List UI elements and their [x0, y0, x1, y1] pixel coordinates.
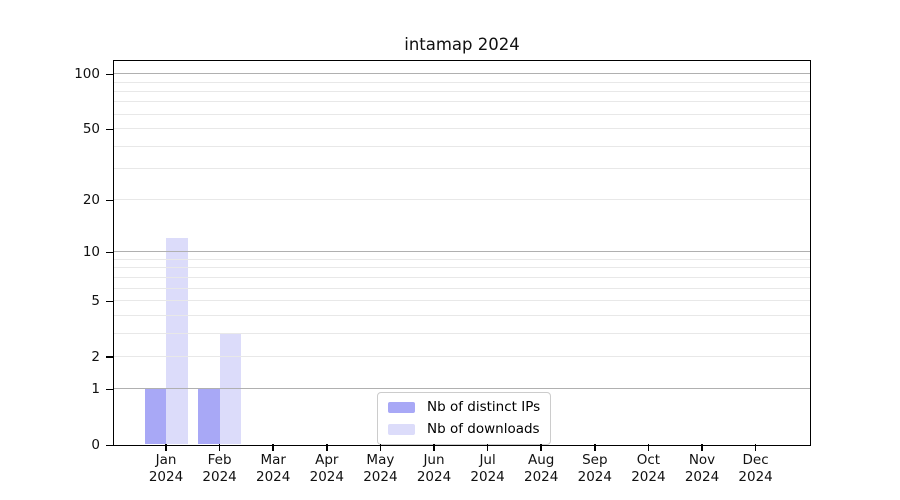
y-tick-mark [106, 356, 113, 358]
x-tick-year: 2024 [256, 468, 291, 485]
gridline-minor [114, 258, 810, 260]
y-tick-mark [106, 73, 113, 76]
x-tick-label: Oct 2024 [616, 452, 680, 485]
gridline-minor [114, 276, 810, 278]
x-tick-label: May 2024 [348, 452, 412, 485]
x-tick-label: Jun 2024 [402, 452, 466, 485]
x-tick-month: Apr [315, 452, 339, 468]
x-tick-year: 2024 [309, 468, 344, 485]
x-tick-month: Feb [207, 452, 232, 468]
gridline-major [114, 250, 810, 253]
x-tick-year: 2024 [470, 468, 505, 485]
x-tick-mark [379, 444, 382, 451]
y-tick-mark [106, 199, 113, 202]
x-tick-month: Dec [742, 452, 769, 468]
y-tick-mark [106, 300, 113, 303]
gridline-minor [114, 267, 810, 269]
gridline-minor [114, 314, 810, 316]
gridline-minor [114, 332, 810, 334]
x-tick-mark [754, 444, 757, 451]
x-tick-month: Jun [423, 452, 445, 468]
y-tick-label: 2 [91, 348, 100, 365]
x-tick-label: Sep 2024 [563, 452, 627, 485]
y-tick-label: 10 [82, 244, 100, 261]
bar-jan-distinct-ips [144, 388, 166, 444]
grid-layer [114, 61, 810, 445]
gridline-minor [114, 90, 810, 92]
legend-label: Nb of downloads [427, 421, 540, 437]
gridline-minor [114, 168, 810, 170]
x-tick-year: 2024 [631, 468, 666, 485]
legend: Nb of distinct IPs Nb of downloads [377, 392, 552, 445]
y-tick-label: 100 [74, 66, 100, 83]
x-tick-month: Nov [688, 452, 716, 468]
x-tick-label: Jan 2024 [134, 452, 198, 485]
bar-jan-downloads [166, 237, 188, 444]
y-tick-mark [106, 444, 113, 447]
x-tick-mark [218, 444, 221, 451]
legend-swatch-distinct-ips [388, 401, 415, 413]
y-tick-label: 5 [91, 293, 100, 310]
x-tick-label: Dec 2024 [724, 452, 788, 485]
x-tick-label: Apr 2024 [295, 452, 359, 485]
x-tick-year: 2024 [416, 468, 452, 485]
x-tick-mark [272, 444, 274, 451]
y-tick-mark [106, 251, 113, 254]
x-tick-mark [326, 444, 328, 451]
x-tick-year: 2024 [738, 468, 773, 485]
gridline-minor [114, 300, 810, 302]
gridline-minor [114, 287, 810, 289]
gridline-minor [114, 101, 810, 103]
x-tick-month: Sep [582, 452, 608, 468]
legend-item: Nb of distinct IPs [388, 399, 540, 415]
x-tick-year: 2024 [363, 468, 398, 485]
gridline-minor [114, 128, 810, 130]
x-tick-mark [540, 444, 542, 451]
x-tick-mark [701, 444, 703, 451]
gridline-minor [114, 199, 810, 201]
x-tick-year: 2024 [148, 468, 184, 485]
x-tick-label: Mar 2024 [241, 452, 305, 485]
y-tick-mark [106, 388, 113, 391]
y-tick-label: 20 [82, 192, 100, 209]
x-tick-month: Jul [479, 452, 496, 468]
legend-swatch-downloads [388, 423, 415, 435]
chart-title: intamap 2024 [404, 35, 520, 54]
x-tick-month: May [366, 452, 395, 468]
y-tick-label: 1 [91, 381, 100, 398]
x-tick-label: Aug 2024 [509, 452, 573, 485]
gridline-major [114, 387, 810, 389]
x-tick-mark [433, 444, 435, 451]
plot-area: Nb of distinct IPs Nb of downloads 0 1 2 5 10… [74, 60, 811, 485]
x-tick-label: Feb 2024 [188, 452, 252, 485]
gridline-minor [114, 145, 810, 147]
x-tick-year: 2024 [684, 468, 720, 485]
y-tick-label: 0 [91, 437, 100, 453]
x-tick-month: Jan [155, 452, 177, 468]
x-tick-year: 2024 [202, 468, 237, 485]
gridline-minor [114, 81, 810, 83]
gridline-minor [114, 113, 810, 115]
gridline-major [114, 72, 810, 74]
x-tick-year: 2024 [577, 468, 612, 485]
y-tick-mark [106, 128, 113, 131]
legend-label: Nb of distinct IPs [427, 399, 541, 415]
x-tick-month: Aug [528, 452, 555, 468]
x-tick-label: Nov 2024 [670, 452, 734, 485]
bar-feb-distinct-ips [198, 388, 220, 444]
x-tick-month: Oct [636, 452, 661, 468]
x-tick-mark [165, 444, 167, 451]
x-tick-year: 2024 [524, 468, 559, 485]
x-tick-label: Jul 2024 [456, 452, 520, 485]
gridline-minor [114, 355, 810, 357]
y-tick-label: 50 [82, 121, 100, 138]
x-tick-mark [486, 444, 489, 451]
x-tick-mark [594, 444, 596, 451]
x-tick-mark [647, 444, 650, 451]
legend-item: Nb of downloads [388, 421, 540, 437]
x-tick-month: Mar [260, 452, 286, 468]
